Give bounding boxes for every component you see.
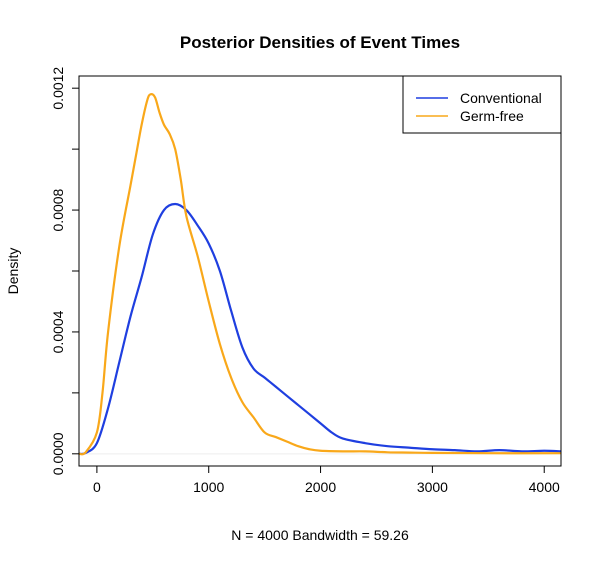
x-tick-label: 4000 (529, 479, 560, 495)
y-tick-label: 0.0008 (50, 188, 66, 231)
x-tick-label: 3000 (417, 479, 448, 495)
legend: Conventional Germ-free (402, 75, 562, 134)
x-tick-label: 2000 (305, 479, 336, 495)
x-tick-label: 1000 (193, 479, 224, 495)
series-line-conventional (79, 202, 561, 456)
x-axis-title: N = 4000 Bandwidth = 59.26 (231, 527, 409, 543)
legend-label-conventional: Conventional (460, 90, 542, 106)
legend-box (402, 75, 562, 134)
series-line-germ-free (79, 93, 561, 456)
chart-title: Posterior Densities of Event Times (180, 33, 460, 52)
legend-label-germ-free: Germ-free (460, 108, 524, 124)
plot-frame (78, 75, 562, 467)
x-axis: 0 1000 2000 3000 4000 (93, 466, 560, 495)
y-axis: 0.0000 0.0004 0.0008 0.0012 (50, 67, 79, 475)
y-tick-label: 0.0012 (50, 67, 66, 110)
y-tick-label: 0.0004 (50, 310, 66, 353)
y-axis-title: Density (5, 248, 21, 295)
y-tick-label: 0.0000 (50, 432, 66, 475)
plot-layer (79, 93, 561, 456)
x-tick-label: 0 (93, 479, 101, 495)
